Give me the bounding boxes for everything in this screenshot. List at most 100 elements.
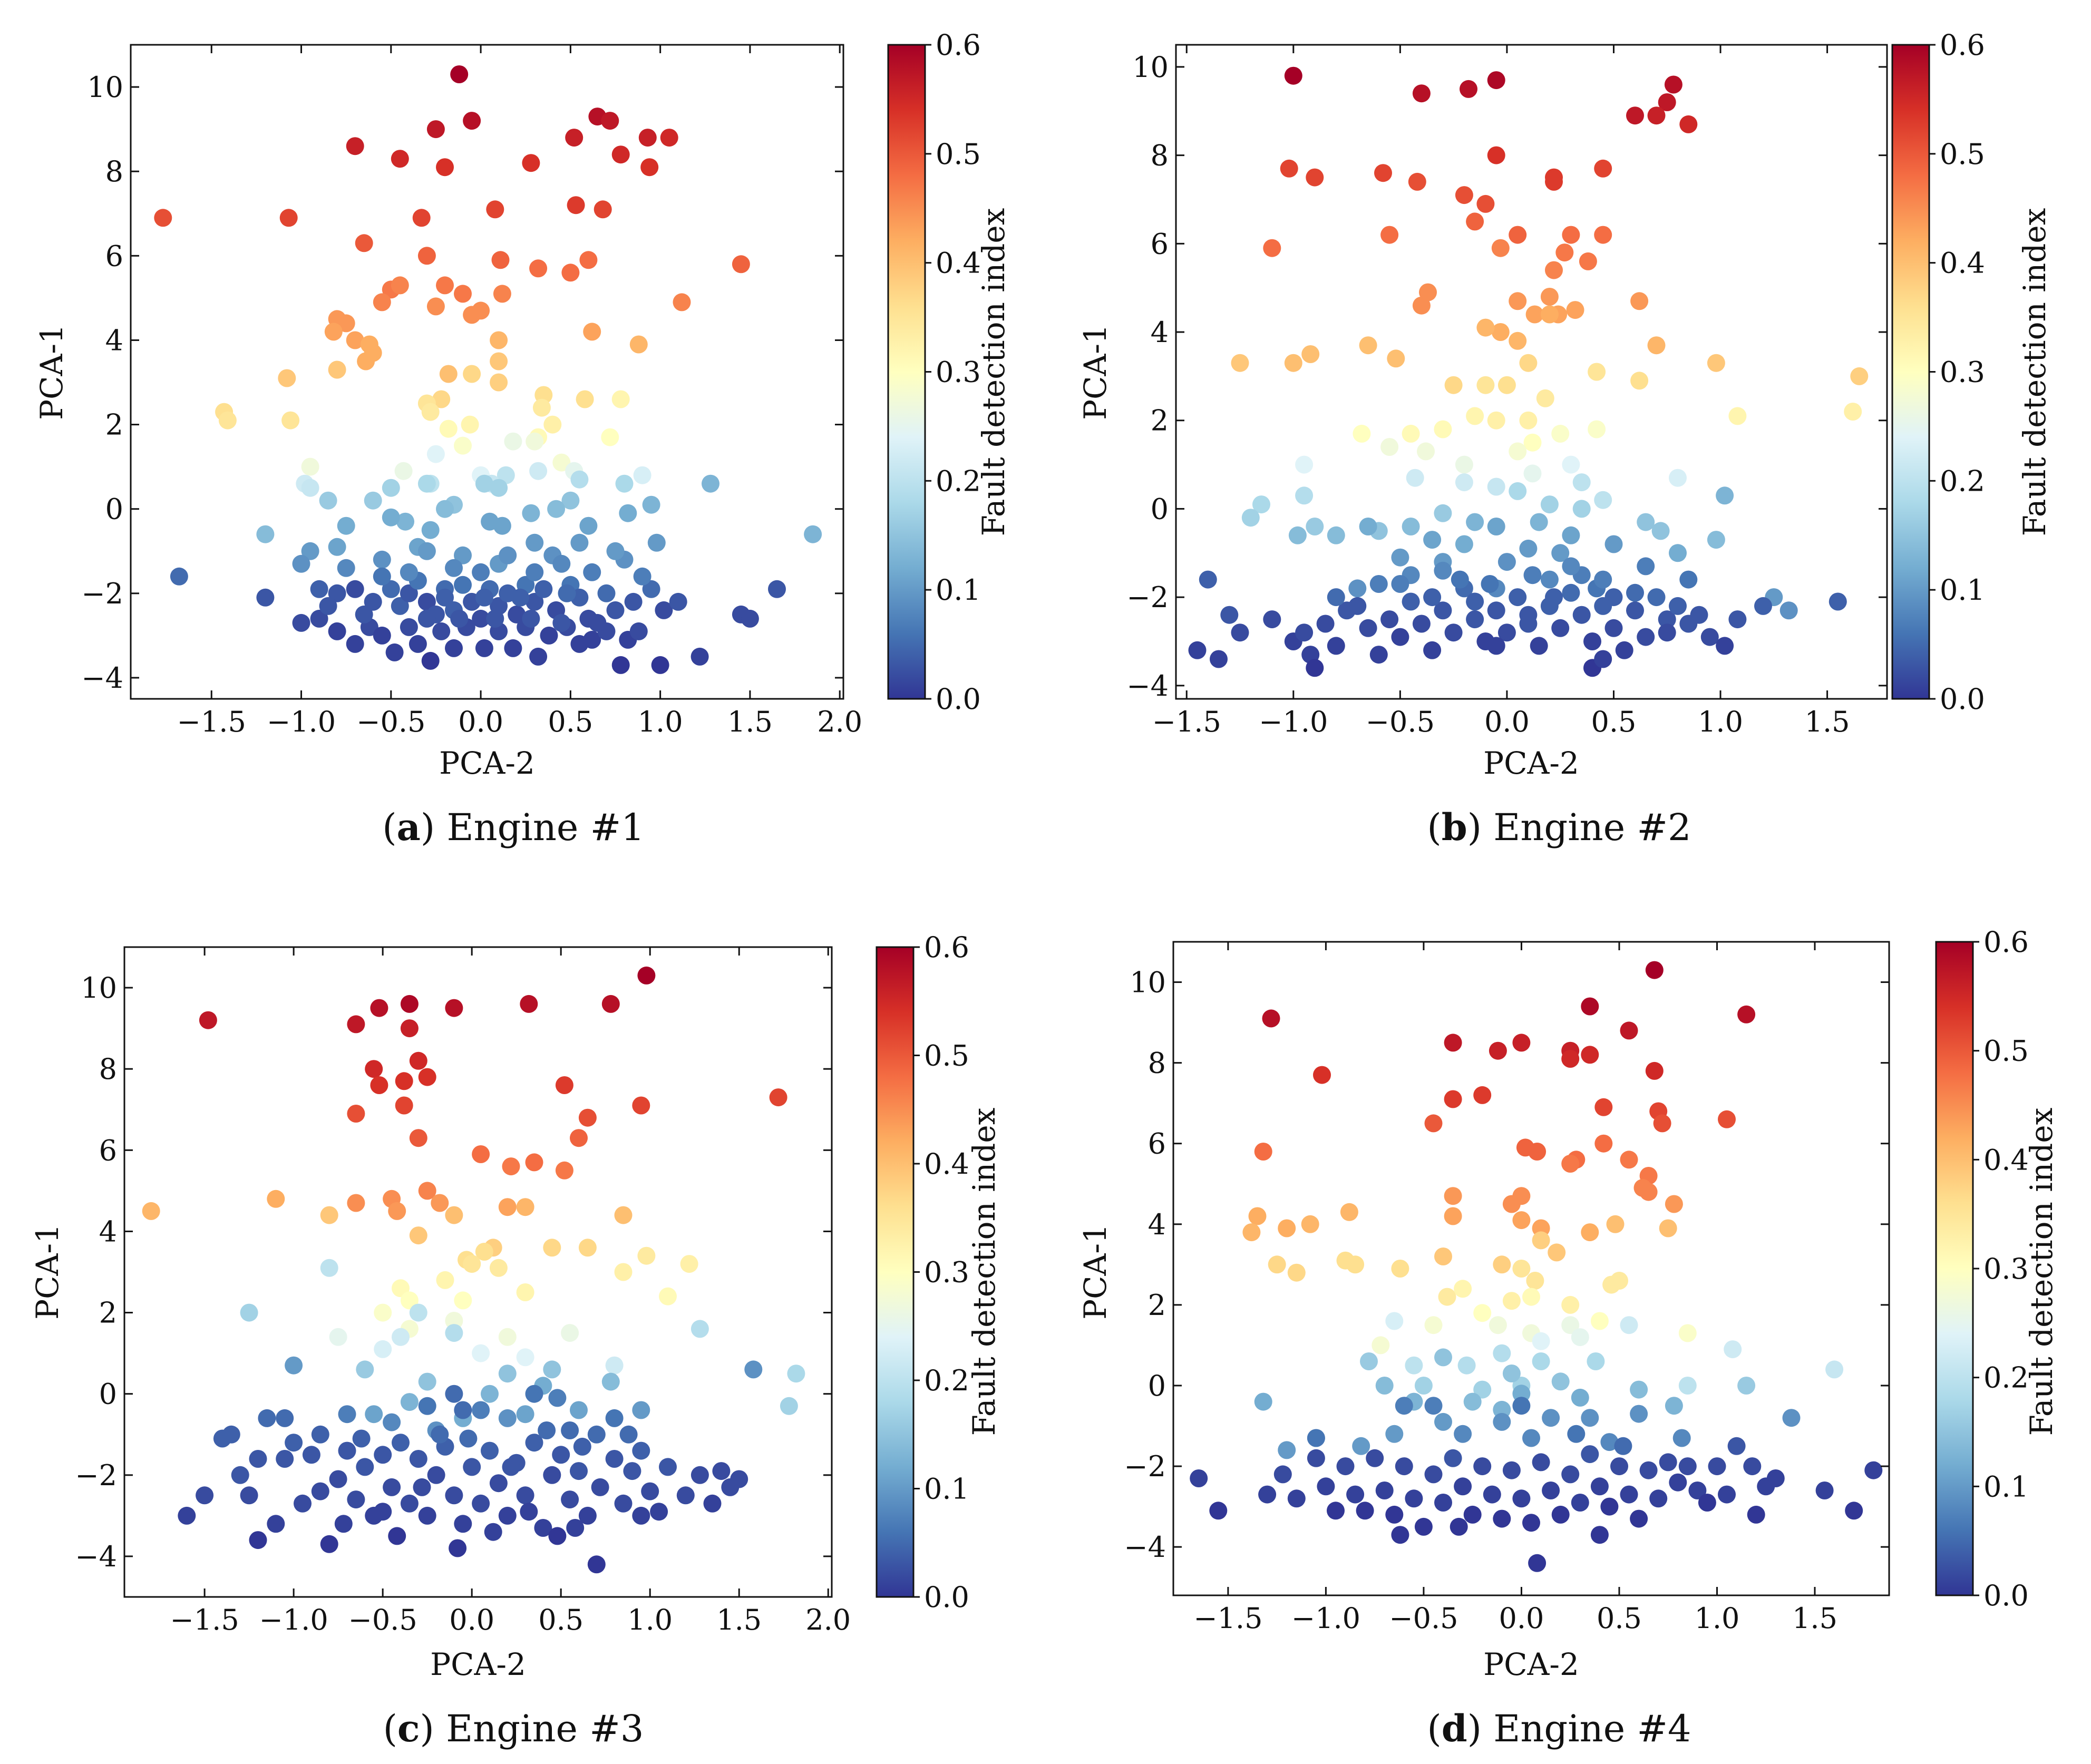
scatter-point bbox=[1301, 1215, 1319, 1233]
y-tick-label: 6 bbox=[1151, 227, 1169, 260]
scatter-point bbox=[1284, 66, 1302, 85]
scatter-point bbox=[249, 1531, 267, 1549]
scatter-point bbox=[1542, 1482, 1560, 1499]
scatter-point bbox=[1525, 305, 1544, 324]
scatter-point bbox=[1653, 1114, 1671, 1133]
scatter-point bbox=[432, 390, 451, 408]
scatter-point bbox=[606, 542, 625, 560]
scatter-point bbox=[1406, 469, 1424, 487]
scatter-point bbox=[1307, 1429, 1325, 1447]
scatter-point bbox=[1338, 601, 1356, 620]
scatter-point bbox=[1346, 1255, 1365, 1274]
scatter-point bbox=[436, 588, 454, 607]
y-tick-label: 0 bbox=[105, 493, 123, 526]
scatter-point bbox=[637, 966, 656, 985]
scatter-point bbox=[1489, 1316, 1507, 1334]
scatter-point bbox=[1359, 336, 1377, 355]
scatter-point bbox=[516, 1198, 534, 1216]
scatter-point bbox=[319, 491, 337, 510]
scatter-point bbox=[1594, 570, 1612, 589]
scatter-point bbox=[1327, 588, 1345, 607]
scatter-point bbox=[276, 1450, 294, 1468]
scatter-point bbox=[334, 1515, 353, 1533]
scatter-point bbox=[565, 129, 583, 147]
scatter-point bbox=[328, 584, 346, 602]
scatter-point bbox=[638, 129, 657, 147]
scatter-point bbox=[222, 1425, 240, 1444]
scatter-point bbox=[1280, 159, 1298, 178]
scatter-point bbox=[486, 609, 504, 628]
scatter-point bbox=[1284, 354, 1302, 372]
y-tick-label: 4 bbox=[105, 324, 123, 357]
scatter-point bbox=[1645, 961, 1664, 979]
panel-c-ylabel: PCA-1 bbox=[30, 1224, 65, 1320]
scatter-point bbox=[1476, 376, 1495, 394]
panel-c-caption-letter: c bbox=[397, 1707, 420, 1750]
scatter-point bbox=[347, 1105, 365, 1123]
scatter-point bbox=[601, 995, 620, 1013]
panel-d-colorbar: 0.0 0.1 0.2 0.3 0.4 0.5 0.6 bbox=[1935, 925, 2029, 1612]
colorbar-tick-label: 0.2 bbox=[1983, 1361, 2029, 1395]
scatter-point bbox=[1209, 1502, 1228, 1520]
panel-b-caption: (b) Engine #2 bbox=[1427, 805, 1691, 849]
scatter-point bbox=[1466, 212, 1484, 231]
scatter-point bbox=[1434, 420, 1452, 438]
scatter-point bbox=[450, 65, 469, 83]
y-tick-label: 2 bbox=[105, 408, 123, 442]
scatter-point bbox=[459, 1429, 478, 1448]
scatter-point bbox=[454, 546, 472, 564]
scatter-point bbox=[1669, 1473, 1687, 1492]
scatter-point bbox=[472, 1401, 490, 1419]
scatter-point bbox=[1545, 588, 1563, 607]
scatter-point bbox=[659, 1458, 677, 1476]
scatter-point bbox=[1434, 504, 1452, 522]
panel-c: −1.5 −1.0 −0.5 0.0 0.5 1.0 1.5 2.0 −4 −2 0 2 4 6 8 10 0… bbox=[30, 931, 1002, 1750]
scatter-point bbox=[587, 1425, 606, 1444]
scatter-point bbox=[1551, 424, 1570, 443]
scatter-point bbox=[1405, 1356, 1423, 1375]
scatter-point bbox=[1532, 1352, 1550, 1370]
scatter-point bbox=[1737, 1005, 1756, 1024]
scatter-point bbox=[311, 1425, 329, 1444]
scatter-point bbox=[543, 415, 562, 434]
scatter-point bbox=[490, 331, 508, 349]
scatter-point bbox=[1707, 354, 1725, 372]
scatter-point bbox=[439, 365, 458, 383]
y-tick-label: 2 bbox=[1151, 404, 1169, 437]
scatter-point bbox=[409, 1303, 427, 1322]
scatter-point bbox=[1542, 1409, 1560, 1427]
scatter-point bbox=[1493, 1255, 1511, 1274]
scatter-point bbox=[1473, 1086, 1492, 1104]
y-tick-label: −2 bbox=[75, 1459, 117, 1492]
scatter-point bbox=[385, 643, 404, 661]
scatter-point bbox=[391, 150, 409, 168]
scatter-point bbox=[624, 592, 643, 611]
scatter-point bbox=[1502, 1195, 1521, 1213]
scatter-point bbox=[1659, 1453, 1677, 1471]
scatter-point bbox=[1380, 226, 1399, 244]
scatter-point bbox=[1604, 535, 1623, 553]
scatter-point bbox=[1512, 1489, 1531, 1508]
scatter-point bbox=[730, 1470, 748, 1488]
scatter-point bbox=[1626, 106, 1644, 125]
scatter-point bbox=[426, 120, 445, 139]
panel-c-colorbar-label: Fault detection index bbox=[966, 1108, 1002, 1436]
x-tick-label: 1.5 bbox=[716, 1603, 762, 1636]
scatter-point bbox=[454, 285, 472, 303]
scatter-point bbox=[516, 1348, 534, 1367]
scatter-point bbox=[364, 592, 382, 611]
scatter-point bbox=[1307, 1449, 1325, 1467]
scatter-point bbox=[1581, 1445, 1599, 1464]
scatter-point bbox=[1620, 1021, 1638, 1040]
scatter-point bbox=[418, 1068, 436, 1086]
scatter-point bbox=[606, 601, 625, 619]
scatter-point bbox=[320, 1535, 338, 1553]
scatter-point bbox=[660, 129, 678, 147]
scatter-point bbox=[1423, 531, 1442, 549]
scatter-point bbox=[1647, 336, 1666, 355]
scatter-point bbox=[258, 1409, 276, 1427]
scatter-point bbox=[301, 542, 319, 560]
panel-d-scatter-points bbox=[1190, 961, 1883, 1572]
scatter-point bbox=[1455, 186, 1473, 204]
colorbar-tick-label: 0.2 bbox=[924, 1364, 969, 1397]
